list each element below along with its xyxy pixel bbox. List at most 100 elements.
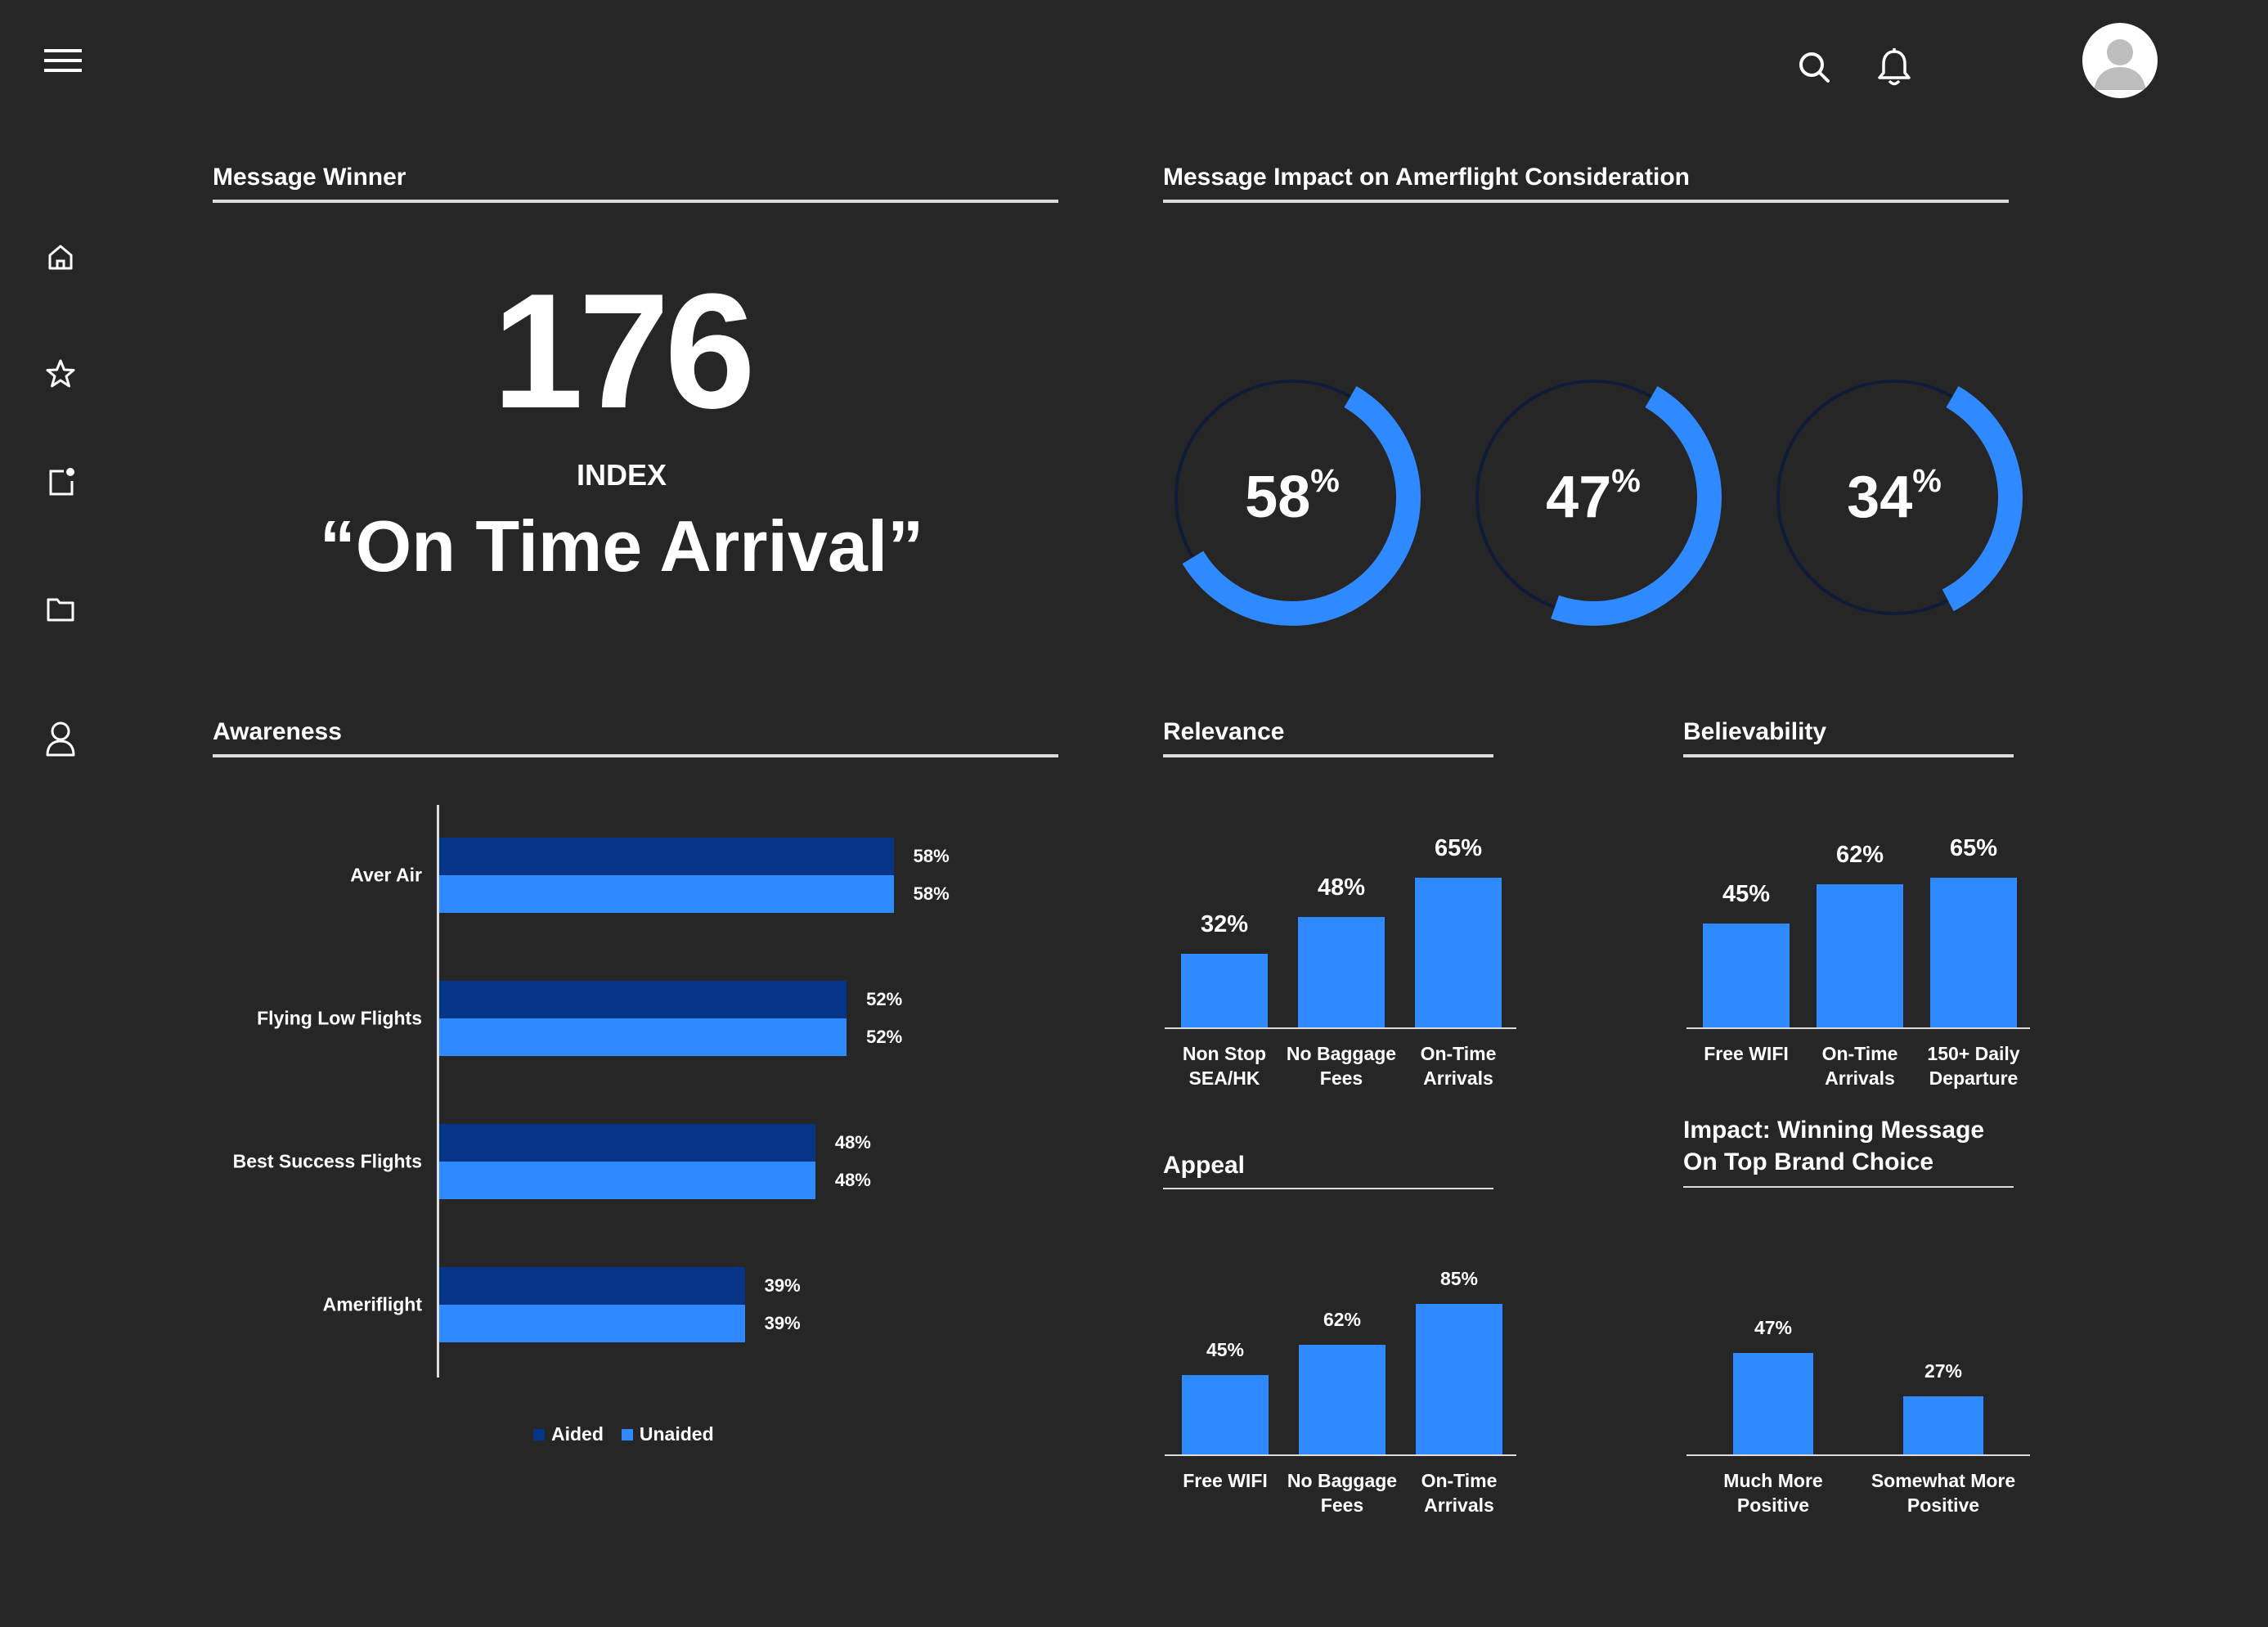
donut-value: 34 xyxy=(1847,465,1913,530)
top_brand-category-line: Positive xyxy=(1736,1494,1810,1516)
appeal-category-line: Arrivals xyxy=(1424,1494,1494,1516)
appeal-category-label: On-Time Arrivals xyxy=(1421,1469,1498,1518)
relevance-category-line: Non Stop xyxy=(1182,1043,1267,1064)
message-winner-title: Message Winner xyxy=(213,164,1058,203)
awareness-category-label: Aver Air xyxy=(350,864,422,886)
appeal-bar-value: 62% xyxy=(1323,1309,1362,1331)
appeal-bar xyxy=(1416,1304,1502,1454)
awareness-bar-value: 48% xyxy=(834,1170,871,1190)
legend-unaided-label: Unaided xyxy=(639,1423,714,1445)
awareness-bar-aided xyxy=(439,1267,745,1305)
appeal-baseline xyxy=(1165,1454,1516,1456)
relevance-baseline xyxy=(1165,1027,1516,1029)
relevance-bar-value: 32% xyxy=(1200,910,1249,937)
relevance-title: Relevance xyxy=(1163,718,1493,757)
donut-value-label: 47% xyxy=(1546,465,1641,530)
relevance-bar-value: 65% xyxy=(1434,834,1483,861)
relevance-bar xyxy=(1298,916,1385,1027)
awareness-axis xyxy=(437,805,439,1378)
believability-category-label: 150+ Daily Departure xyxy=(1927,1042,2019,1091)
relevance-bar xyxy=(1181,953,1268,1027)
believability-bar xyxy=(1703,924,1790,1027)
appeal-category-label: Free WIFI xyxy=(1183,1469,1268,1494)
believability-category-label: On-Time Arrivals xyxy=(1822,1042,1898,1091)
appeal-bar-value: 45% xyxy=(1206,1338,1245,1360)
relevance-bar-value: 48% xyxy=(1317,874,1366,901)
top-brand-title: Impact: Winning Message On Top Brand Cho… xyxy=(1683,1114,2014,1188)
donut-unit: % xyxy=(1310,463,1340,499)
awareness-bar-value: 58% xyxy=(913,883,950,904)
donut-arc xyxy=(1465,369,1722,626)
relevance-category-label: Non Stop SEA/HK xyxy=(1183,1042,1266,1091)
user-avatar-icon[interactable] xyxy=(2082,23,2158,98)
index-label: INDEX xyxy=(576,458,667,492)
awareness-bar-unaided xyxy=(439,875,894,913)
user-icon[interactable] xyxy=(44,720,77,757)
awareness-title: Awareness xyxy=(213,718,1058,757)
notification-square-icon[interactable] xyxy=(46,466,77,497)
legend-unaided-swatch xyxy=(621,1428,633,1440)
awareness-bar-unaided xyxy=(439,1162,815,1199)
awareness-bar-aided xyxy=(439,1124,815,1162)
awareness-bar-aided xyxy=(439,838,894,875)
top_brand-bar-value: 47% xyxy=(1754,1316,1793,1338)
awareness-bar-value: 48% xyxy=(834,1132,871,1153)
appeal-category-line: Fees xyxy=(1320,1494,1364,1516)
donut-value: 58 xyxy=(1245,465,1311,530)
donut-unit: % xyxy=(1611,463,1641,499)
appeal-category-label: No Baggage Fees xyxy=(1287,1469,1397,1518)
awareness-category-label: Best Success Flights xyxy=(232,1150,422,1172)
top_brand-category-line: Somewhat More xyxy=(1871,1470,2016,1491)
legend-aided-swatch xyxy=(533,1428,545,1440)
relevance-category-line: Arrivals xyxy=(1423,1067,1493,1089)
awareness-bar-value: 52% xyxy=(866,1027,903,1047)
top_brand-baseline xyxy=(1686,1454,2030,1456)
awareness-category-label: Ameriflight xyxy=(322,1293,422,1315)
relevance-category-line: No Baggage xyxy=(1286,1043,1397,1064)
legend-aided-label: Aided xyxy=(551,1423,604,1445)
hamburger-menu-icon[interactable] xyxy=(44,46,83,75)
search-icon[interactable] xyxy=(1796,49,1832,85)
donut-arc xyxy=(1766,368,2023,626)
believability-category-label: Free WIFI xyxy=(1704,1042,1789,1067)
appeal-category-line: On-Time xyxy=(1421,1470,1498,1491)
home-icon[interactable] xyxy=(46,242,75,272)
top_brand-category-line: Much More xyxy=(1723,1470,1823,1491)
index-value: 176 xyxy=(492,260,756,443)
top-brand-title-line2: On Top Brand Choice xyxy=(1683,1148,1934,1175)
impact-donuts xyxy=(1164,368,2023,626)
appeal-bar-value: 85% xyxy=(1439,1268,1479,1290)
bell-icon[interactable] xyxy=(1876,47,1912,88)
relevance-category-line: On-Time xyxy=(1420,1043,1497,1064)
relevance-category-label: On-Time Arrivals xyxy=(1421,1042,1497,1091)
appeal-title: Appeal xyxy=(1163,1152,1493,1189)
awareness-bar-unaided xyxy=(439,1305,745,1342)
top_brand-category-label: Somewhat More Positive xyxy=(1871,1469,2015,1518)
folder-icon[interactable] xyxy=(46,596,75,623)
believability-baseline xyxy=(1686,1027,2030,1029)
awareness-category-label: Flying Low Flights xyxy=(257,1007,422,1029)
top-brand-title-line1: Impact: Winning Message xyxy=(1683,1117,1985,1144)
awareness-bar-aided xyxy=(439,981,847,1018)
top_brand-bar-value: 27% xyxy=(1924,1360,1963,1382)
relevance-category-line: Fees xyxy=(1319,1067,1363,1089)
appeal-category-line: Free WIFI xyxy=(1183,1470,1268,1491)
appeal-bar xyxy=(1182,1374,1269,1454)
awareness-bar-value: 39% xyxy=(764,1275,801,1296)
believability-bar-value: 62% xyxy=(1835,842,1884,869)
believability-bar xyxy=(1817,884,1903,1027)
believability-bar-value: 65% xyxy=(1949,834,1998,861)
winning-message: “On Time Arrival” xyxy=(319,506,924,587)
awareness-bar-value: 52% xyxy=(866,989,903,1009)
donut-value: 47 xyxy=(1546,465,1612,530)
believability-category-line: On-Time xyxy=(1821,1043,1898,1064)
appeal-category-line: No Baggage xyxy=(1287,1470,1398,1491)
donut-unit: % xyxy=(1912,463,1942,499)
awareness-bar-value: 58% xyxy=(913,846,950,866)
donut-value-label: 58% xyxy=(1245,465,1340,530)
top_brand-bar xyxy=(1733,1352,1813,1454)
star-icon[interactable] xyxy=(45,358,76,389)
believability-bar xyxy=(1930,877,2017,1027)
believability-category-line: Free WIFI xyxy=(1704,1043,1789,1064)
top_brand-category-line: Positive xyxy=(1906,1494,1980,1516)
